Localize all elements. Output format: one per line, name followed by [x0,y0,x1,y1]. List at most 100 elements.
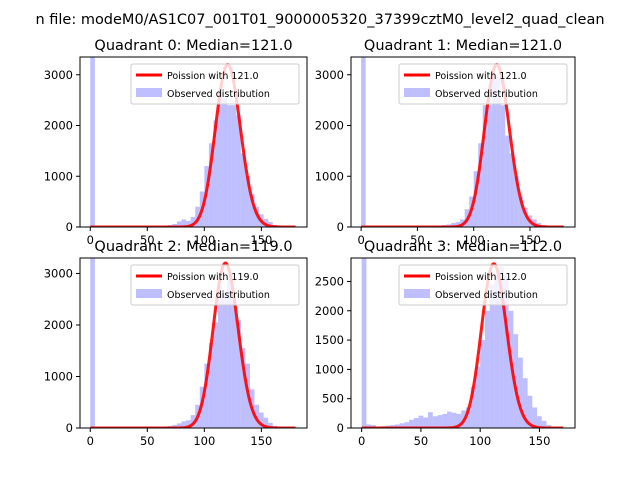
histogram-bar [509,153,515,227]
histogram-bar [537,416,542,428]
histogram-bar [204,363,209,428]
histogram-bar [176,423,182,428]
histogram-bar [240,348,246,428]
y-tick-label: 2000 [44,119,73,133]
x-tick-label: 150 [519,233,541,247]
y-tick-label: 2500 [315,274,344,288]
histogram-bar [181,421,187,428]
histogram-bar [176,221,182,227]
histogram-bar [484,310,490,428]
legend-label-poisson: Poission with 112.0 [435,272,527,283]
histogram-bar [478,143,483,227]
subplot-0: 0 50 100 150 0 1000 2000 3000 Quadrant 0: Median… [44,38,308,247]
histogram-bar [268,422,273,428]
subplot-title: Quadrant 1: Median=121.0 [364,38,562,54]
subplot-title: Quadrant 2: Median=119.0 [94,239,292,255]
legend-label-observed: Observed distribution [435,89,538,100]
legend-box [130,63,300,105]
histogram-bar [181,219,187,227]
histogram-bar [456,413,462,428]
histogram-bar [496,77,501,227]
histogram-bar [190,415,196,428]
histogram-bar [90,258,95,428]
histogram-bar [514,176,519,227]
axes-frame [79,257,308,429]
histogram-bar [190,216,196,227]
legend-label-observed: Observed distribution [435,290,538,301]
poisson-curve [360,63,565,227]
histogram-bar [505,135,510,227]
legend-box [398,63,568,105]
y-tick-label: 3000 [44,68,73,82]
poisson-curve [89,63,296,227]
histogram-bar [503,275,509,428]
histogram-bar [263,218,269,227]
x-tick-label: 100 [193,434,215,448]
histogram-bar [218,286,223,428]
histogram-bar [90,57,95,227]
histogram-bar [268,221,273,227]
histogram-bar [489,284,495,428]
histogram-bar [231,105,237,227]
histogram-bar [361,57,366,227]
legend-box [130,264,300,306]
legend-bar-swatch [404,88,430,97]
histogram-bar [227,105,232,227]
histogram-bar [473,171,479,227]
x-tick-label: 50 [410,233,425,247]
legend-label-poisson: Poission with 121.0 [167,71,259,82]
histogram-bar [447,411,452,428]
histogram-bar [432,416,438,428]
y-tick-label: 1000 [315,169,344,183]
x-tick-label: 0 [87,434,94,448]
legend-bar-swatch [404,289,430,298]
histogram-bar [213,120,219,227]
histogram-bar [500,105,506,227]
legend: Poission with 121.0 Observed distribution [130,63,300,105]
histogram-bar [518,357,523,428]
y-tick-label: 3000 [315,68,344,82]
histogram-bar [442,413,447,428]
histogram-bar [527,395,533,428]
histogram-bar [499,266,504,428]
poisson-curve [361,262,564,428]
histogram-bar [236,115,241,227]
histogram-bar [218,89,223,227]
y-tick-label: 2000 [44,318,73,332]
x-tick-label: 150 [528,434,550,448]
histogram-bar [409,419,414,428]
x-tick-label: 150 [250,434,272,448]
histogram-bar [366,424,372,428]
subplot-2: 0 50 100 150 0 1000 2000 3000 Quadrant 2: Median… [44,239,308,448]
histogram-bar [172,424,177,428]
histogram-bar [222,294,228,428]
histogram-bar [231,299,237,428]
histogram-bar [361,258,367,428]
x-tick-label: 50 [140,434,155,448]
x-tick-label: 0 [87,233,94,247]
y-tick-label: 1000 [44,169,73,183]
histogram-bar [513,334,519,428]
histogram-bar [404,422,410,428]
y-tick-label: 2000 [315,119,344,133]
legend-bar-swatch [136,289,162,298]
x-tick-label: 0 [358,434,365,448]
histogram-bar [418,415,424,428]
y-tick-label: 0 [66,220,73,234]
x-tick-label: 100 [469,434,491,448]
y-tick-label: 1500 [315,333,344,347]
histogram-bar [186,220,191,227]
axes-frame [350,257,576,429]
histogram-bar [186,420,191,428]
histogram-bar [455,221,461,227]
histogram-bar [208,143,214,227]
legend-label-observed: Observed distribution [167,290,270,301]
histogram-bar [240,153,246,227]
histogram-bar [491,77,497,227]
legend: Poission with 112.0 Observed distribution [398,264,568,306]
histogram-bar [541,420,547,428]
subplot-1: 0 50 100 150 0 1000 2000 3000 Quadrant 1: Median… [315,38,576,247]
x-tick-label: 50 [140,233,155,247]
histogram-bar [532,407,538,428]
